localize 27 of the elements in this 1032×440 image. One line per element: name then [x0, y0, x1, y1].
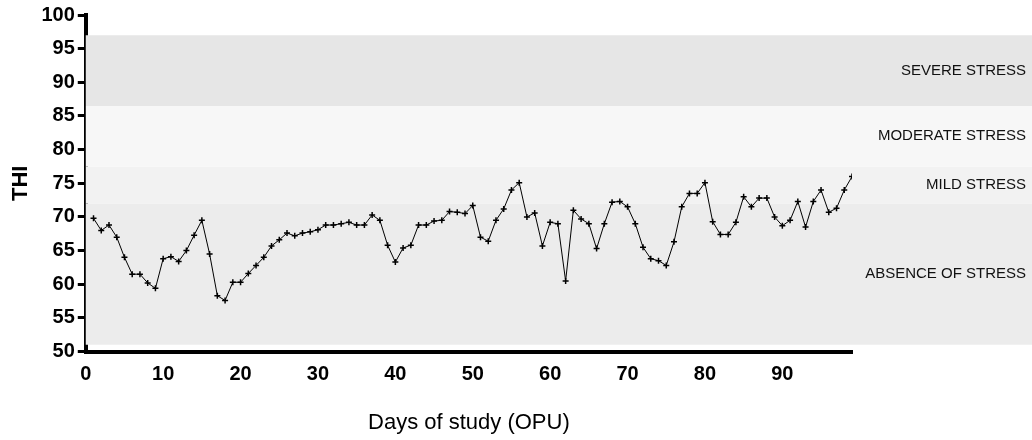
x-tick-label: 30 [306, 362, 330, 385]
x-tick-label: 90 [771, 362, 794, 385]
x-tick-label: 50 [461, 362, 484, 385]
band-label: MODERATE STRESS [877, 126, 1026, 144]
x-tick-label: 0 [80, 362, 92, 385]
x-tick-label: 70 [616, 362, 639, 385]
y-tick-label: 90 [52, 69, 75, 92]
y-tick-label: 70 [52, 204, 75, 227]
x-tick-label: 20 [229, 362, 252, 385]
x-axis-title: Days of study (OPU) [368, 408, 570, 434]
y-tick-label: 50 [52, 339, 75, 362]
y-tick-label: 85 [52, 103, 75, 126]
y-tick-label: 95 [52, 36, 75, 59]
y-tick-label: 75 [52, 170, 75, 193]
y-tick-label: 60 [52, 271, 75, 294]
band-label: MILD STRESS [925, 175, 1026, 193]
x-tick-label: 60 [539, 362, 562, 385]
y-tick-label: 55 [52, 305, 75, 328]
x-tick-label: 80 [693, 362, 717, 385]
x-tick-label: 40 [384, 362, 407, 385]
y-tick-label: 100 [41, 2, 75, 25]
band-label: SEVERE STRESS [900, 60, 1026, 78]
y-tick-label: 80 [52, 137, 75, 160]
y-axis-title: THI [7, 165, 33, 202]
y-tick-label: 65 [52, 238, 75, 261]
x-tick-label: 10 [152, 362, 175, 385]
band-label: ABSENCE OF STRESS [865, 264, 1026, 282]
